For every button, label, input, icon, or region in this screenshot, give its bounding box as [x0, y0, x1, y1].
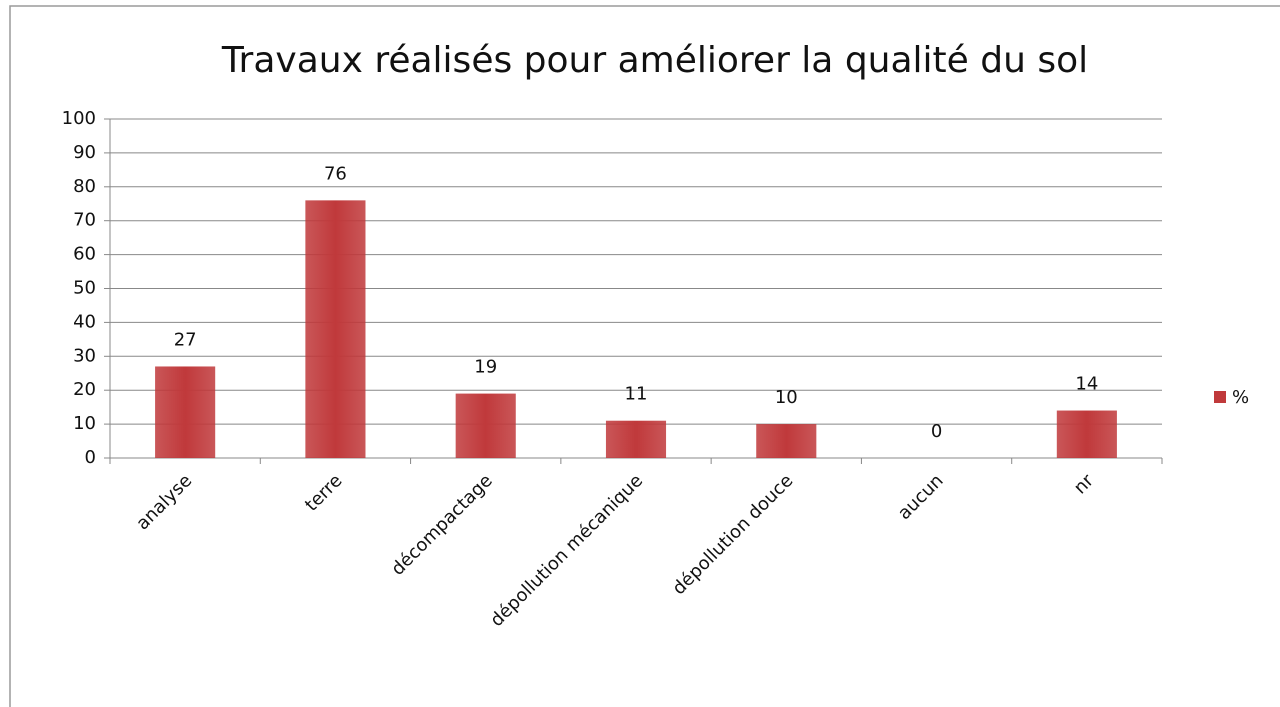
y-tick-label: 100: [62, 108, 96, 129]
bar: [155, 366, 216, 458]
bar: [305, 200, 366, 459]
bar: [756, 424, 817, 458]
y-tick-label: 40: [73, 311, 96, 332]
bar: [605, 420, 667, 458]
y-tick-label: 50: [73, 278, 96, 299]
bar: [455, 393, 516, 458]
data-label: 76: [324, 163, 347, 184]
data-label: 27: [174, 329, 197, 350]
y-tick-label: 10: [73, 413, 96, 434]
y-tick-label: 0: [85, 447, 96, 468]
legend-label: %: [1232, 387, 1249, 408]
data-label: 19: [474, 357, 497, 378]
y-tick-label: 80: [73, 176, 96, 197]
legend-swatch: [1214, 391, 1226, 403]
y-tick-label: 60: [73, 244, 96, 265]
bar: [1056, 410, 1117, 458]
y-tick-label: 30: [73, 345, 96, 366]
data-label: 10: [775, 387, 798, 408]
data-label: 14: [1075, 374, 1098, 395]
data-label: 0: [931, 421, 942, 442]
chart-title: Travaux réalisés pour améliorer la quali…: [221, 40, 1088, 81]
data-label: 11: [625, 384, 648, 405]
y-tick-label: 70: [73, 210, 96, 231]
y-tick-label: 20: [73, 379, 96, 400]
y-tick-label: 90: [73, 142, 96, 163]
